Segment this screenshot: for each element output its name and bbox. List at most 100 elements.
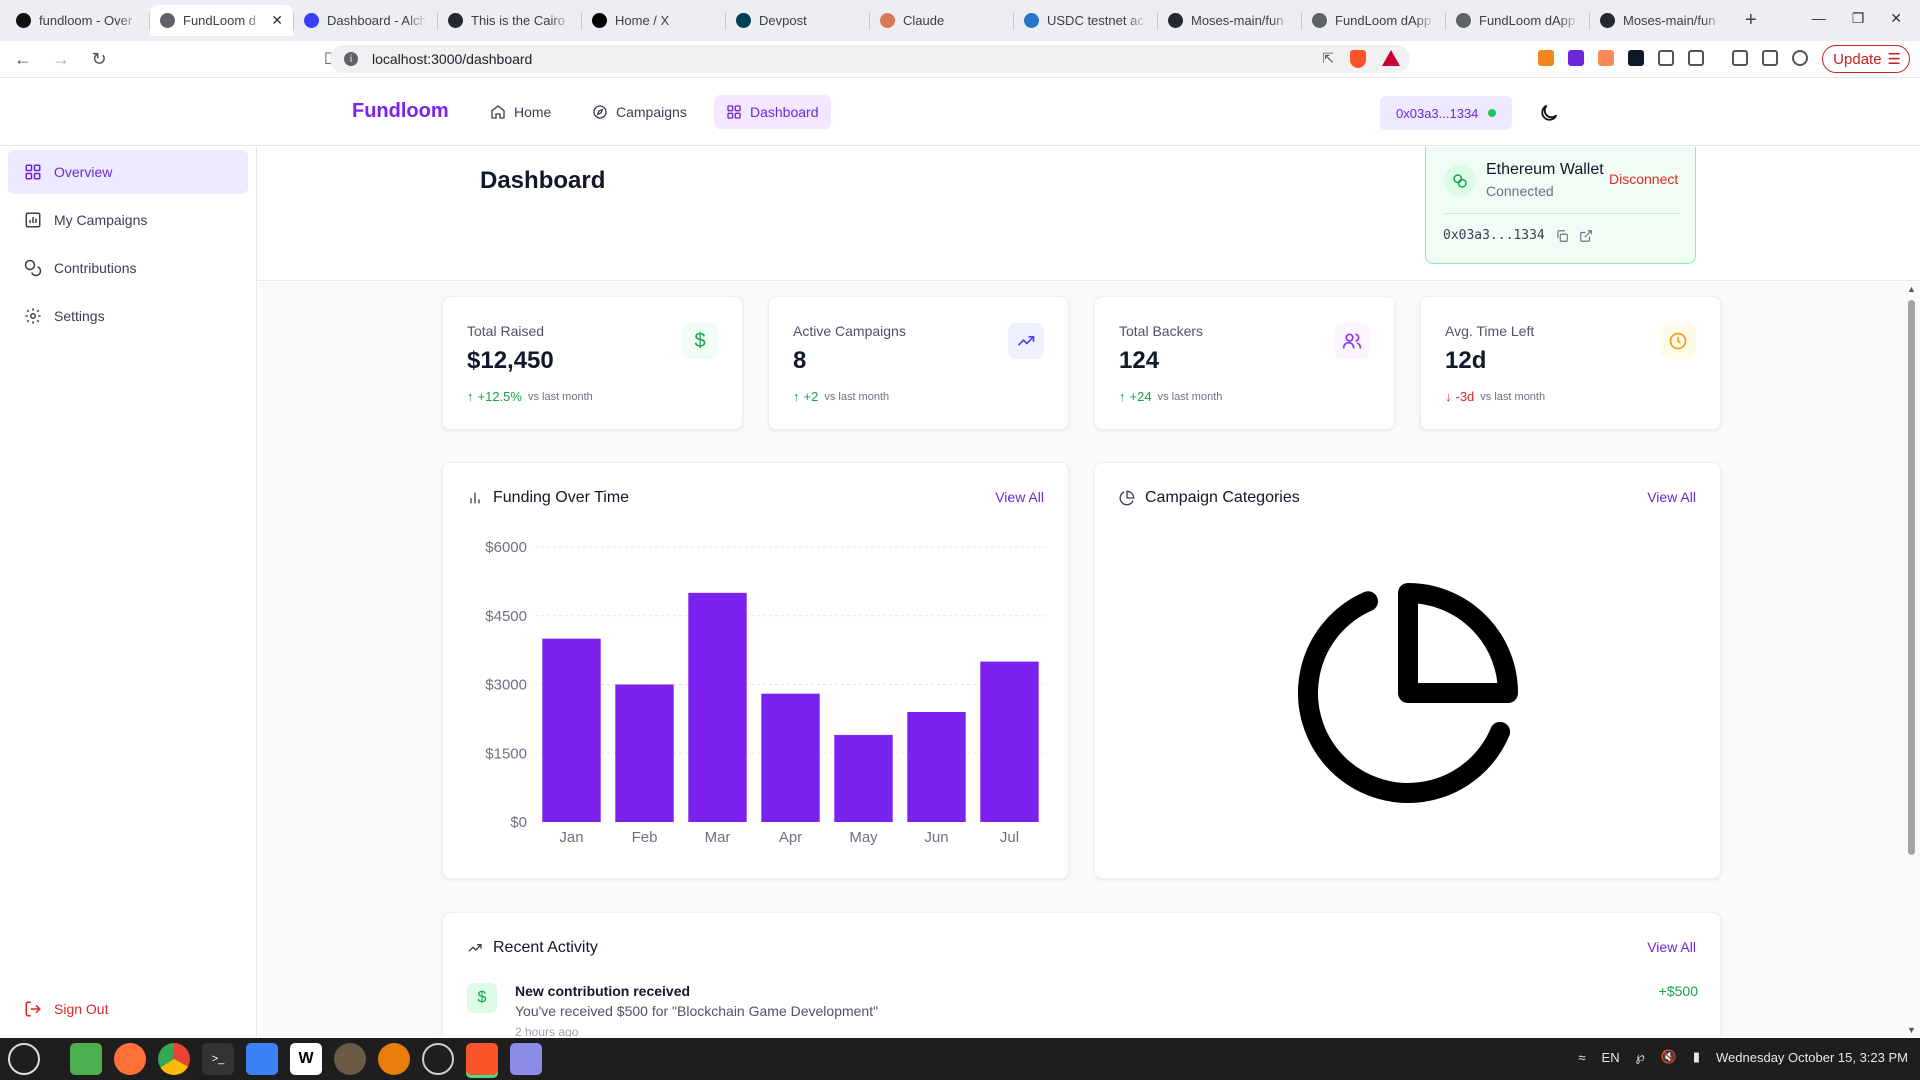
activity-item[interactable]: $ New contribution received You've recei… — [467, 983, 1698, 1037]
sidebar-item-my-campaigns[interactable]: My Campaigns — [8, 198, 248, 242]
funding-view-all-link[interactable]: View All — [995, 489, 1044, 505]
x-tick-label: Jan — [559, 829, 583, 846]
bar-jun[interactable] — [907, 712, 966, 822]
brave-taskbar-icon[interactable] — [466, 1043, 498, 1075]
update-button[interactable]: Update ☰ — [1822, 45, 1910, 73]
bar-jan[interactable] — [542, 638, 601, 822]
address-bar[interactable]: i localhost:3000/dashboard ⇱ — [330, 45, 1410, 73]
browser-tab[interactable]: This is the Cairo — [438, 5, 581, 36]
sidebar-item-contributions[interactable]: Contributions — [8, 246, 248, 290]
minimize-icon[interactable]: — — [1811, 10, 1826, 26]
screenshot-icon[interactable] — [246, 1043, 278, 1075]
stat-delta: +24 — [1129, 389, 1152, 404]
steam-icon[interactable] — [422, 1043, 454, 1075]
browser-tab[interactable]: FundLoom dApp — [1446, 5, 1589, 36]
brave-rewards-icon[interactable] — [1382, 50, 1400, 66]
compass-icon — [593, 105, 607, 119]
nav-home[interactable]: Home — [478, 95, 563, 129]
scroll-up-icon[interactable]: ▲ — [1907, 284, 1916, 294]
reload-icon[interactable]: ↻ — [91, 48, 107, 69]
x-tick-label: Jul — [1000, 829, 1019, 846]
globe-icon — [1456, 13, 1471, 28]
browser-tab[interactable]: Moses-main/fun — [1590, 5, 1733, 36]
trend-up-icon — [1008, 323, 1044, 359]
sidebar-item-settings[interactable]: Settings — [8, 294, 248, 338]
notes-icon[interactable] — [510, 1043, 542, 1075]
extensions — [1538, 50, 1808, 66]
close-window-icon[interactable]: ✕ — [1890, 10, 1902, 26]
close-tab-icon[interactable]: ✕ — [271, 12, 283, 28]
wallet-chip[interactable]: 0x03a3...1334 — [1380, 96, 1513, 130]
argent-icon[interactable] — [1598, 50, 1614, 66]
blender-icon[interactable] — [378, 1043, 410, 1075]
y-tick-label: $6000 — [485, 539, 527, 556]
webstorm-icon[interactable]: W — [290, 1043, 322, 1075]
stat-context: vs last month — [1480, 390, 1546, 403]
bar-may[interactable] — [834, 734, 893, 822]
language-indicator[interactable]: EN — [1601, 1049, 1620, 1065]
sidebar-item-overview[interactable]: Overview — [8, 150, 248, 194]
bar-jul[interactable] — [980, 661, 1039, 822]
wifi-icon[interactable]: ≈ — [1578, 1049, 1586, 1065]
trend-up-icon — [468, 944, 482, 952]
brand-logo[interactable]: Fundloom — [352, 100, 449, 122]
browser-tab[interactable]: fundloom - Over — [6, 5, 149, 36]
browser-tab[interactable]: Moses-main/fun — [1158, 5, 1301, 36]
browser-tab[interactable]: FundLoom d ✕ — [150, 5, 293, 36]
wallet-status: Connected — [1486, 183, 1554, 199]
nav-dashboard[interactable]: Dashboard — [714, 95, 831, 129]
clock-datetime[interactable]: Wednesday October 15, 3:23 PM — [1716, 1049, 1908, 1065]
bar-feb[interactable] — [615, 684, 674, 823]
puzzle-icon[interactable] — [1658, 50, 1674, 66]
funding-bar-chart: $0 $1500 $3000 $4500 $6000 Jan Feb Mar Apr May Jun… — [485, 539, 1046, 846]
external-link-icon[interactable] — [1579, 229, 1593, 243]
browser-tab[interactable]: Dashboard - Alch — [294, 5, 437, 36]
back-icon[interactable]: ← — [14, 48, 32, 69]
bar-apr[interactable] — [761, 693, 820, 822]
volume-muted-icon[interactable]: 🔇 — [1660, 1049, 1677, 1064]
sidebar: Overview My Campaigns Contributions Sett… — [0, 147, 257, 1037]
mint-menu-icon[interactable] — [8, 1043, 40, 1075]
metamask-icon[interactable] — [1538, 50, 1554, 66]
nav-campaigns[interactable]: Campaigns — [580, 95, 699, 129]
sign-out-button[interactable]: Sign Out — [24, 1000, 108, 1018]
stat-change: ↑ +24 vs last month — [1119, 389, 1222, 404]
firefox-icon[interactable] — [114, 1043, 146, 1075]
capture-icon[interactable] — [1688, 50, 1704, 66]
braavos-icon[interactable] — [1628, 50, 1644, 66]
browser-tab[interactable]: Devpost — [726, 5, 869, 36]
leo-ai-icon[interactable] — [1792, 50, 1808, 66]
browser-tab[interactable]: FundLoom dApp — [1302, 5, 1445, 36]
browser-tab[interactable]: USDC testnet ac — [1014, 5, 1157, 36]
wallet-ext-icon[interactable] — [1568, 50, 1584, 66]
wallet-address-full: 0x03a3...1334 — [1443, 228, 1545, 243]
forward-icon[interactable]: → — [52, 48, 70, 69]
battery-icon[interactable]: ▮ — [1692, 1049, 1701, 1064]
disconnect-button[interactable]: Disconnect — [1609, 171, 1679, 187]
sidebar-toggle-icon[interactable] — [1732, 50, 1748, 66]
y-tick-label: $1500 — [485, 745, 527, 762]
bar-mar[interactable] — [688, 592, 747, 822]
new-tab-icon[interactable]: + — [1745, 9, 1757, 31]
stat-context: vs last month — [1157, 390, 1223, 403]
terminal-icon[interactable]: >_ — [202, 1043, 234, 1075]
share-icon[interactable]: ⇱ — [1322, 50, 1334, 66]
chrome-icon[interactable] — [158, 1043, 190, 1075]
brave-shields-icon[interactable] — [1350, 50, 1366, 68]
bluetooth-icon[interactable]: ℘ — [1635, 1049, 1645, 1064]
scrollbar-thumb[interactable] — [1908, 300, 1915, 855]
page-scrollbar[interactable]: ▲ ▼ — [1903, 282, 1920, 1037]
moon-icon[interactable] — [1538, 102, 1560, 124]
categories-view-all-link[interactable]: View All — [1647, 489, 1696, 505]
site-info-icon[interactable]: i — [344, 52, 358, 66]
wallet-icon[interactable] — [1762, 50, 1778, 66]
stat-value: 8 — [793, 347, 807, 374]
copy-icon[interactable] — [1555, 229, 1569, 243]
browser-tab[interactable]: Home / X — [582, 5, 725, 36]
restore-icon[interactable]: ❐ — [1851, 10, 1865, 26]
scroll-down-icon[interactable]: ▼ — [1907, 1025, 1916, 1035]
browser-tab[interactable]: Claude — [870, 5, 1013, 36]
files-icon[interactable] — [70, 1043, 102, 1075]
activity-view-all-link[interactable]: View All — [1647, 939, 1696, 955]
gimp-icon[interactable] — [334, 1043, 366, 1075]
